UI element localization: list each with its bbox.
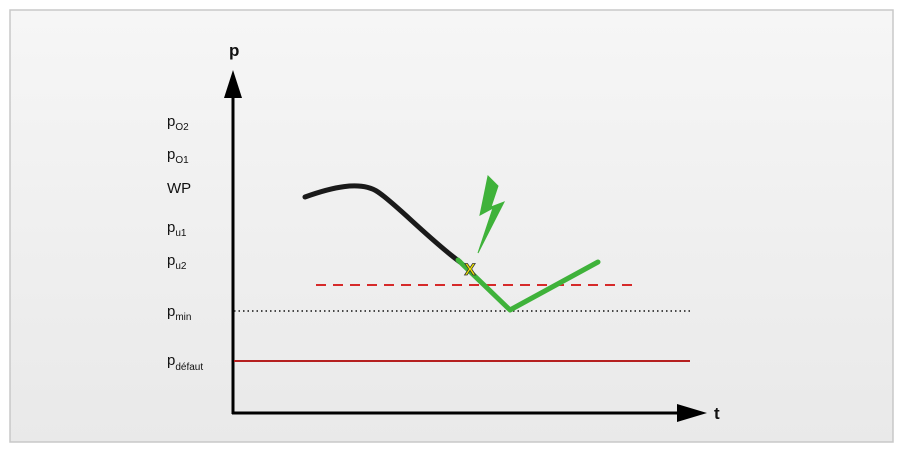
- y-axis-label: p: [229, 41, 239, 60]
- lightning-bolt-icon: [477, 174, 506, 254]
- fault-point-marker: X: [464, 260, 476, 279]
- y-axis-arrow: [224, 70, 242, 98]
- pressure-curve: [302, 183, 463, 265]
- level-label-pmin: pmin: [167, 303, 191, 323]
- level-label-po2: pO2: [167, 113, 189, 133]
- recovery-curve: [455, 257, 601, 313]
- level-label-pu1: pu1: [167, 219, 187, 239]
- level-label-pdefaut: pdéfaut: [167, 352, 203, 373]
- level-label-pu2: pu2: [167, 252, 187, 272]
- x-axis-label: t: [714, 404, 720, 423]
- level-label-po1: pO1: [167, 146, 189, 166]
- x-axis-arrow: [677, 404, 707, 422]
- diagram-background: [9, 9, 894, 443]
- level-label-wp: WP: [167, 180, 191, 197]
